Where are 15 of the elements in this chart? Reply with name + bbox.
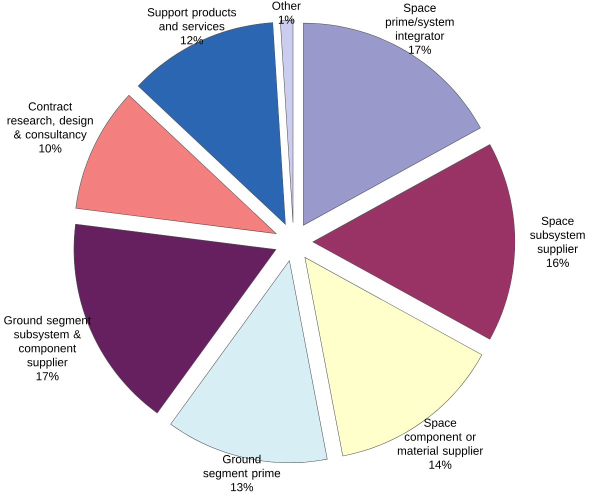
data-label: 12% — [181, 36, 204, 45]
data-label: 13% — [231, 483, 254, 492]
slice-label: Support products and services — [148, 8, 236, 31]
slice-label: Ground segment prime — [203, 454, 280, 480]
data-label: 10% — [39, 144, 62, 153]
data-label: 14% — [429, 460, 452, 469]
data-label: 17% — [36, 372, 59, 380]
slice-label: Space prime/system integrator — [386, 4, 454, 42]
slice-label: Other — [272, 1, 301, 10]
slice-label: Space component or material supplier — [398, 418, 484, 458]
data-label: 1% — [278, 16, 294, 24]
slice-label: Contract research, design & consultancy — [8, 102, 93, 142]
slice-label: Space subsystem supplier — [530, 216, 585, 256]
data-label: 17% — [409, 46, 432, 54]
data-label: 16% — [546, 258, 569, 268]
